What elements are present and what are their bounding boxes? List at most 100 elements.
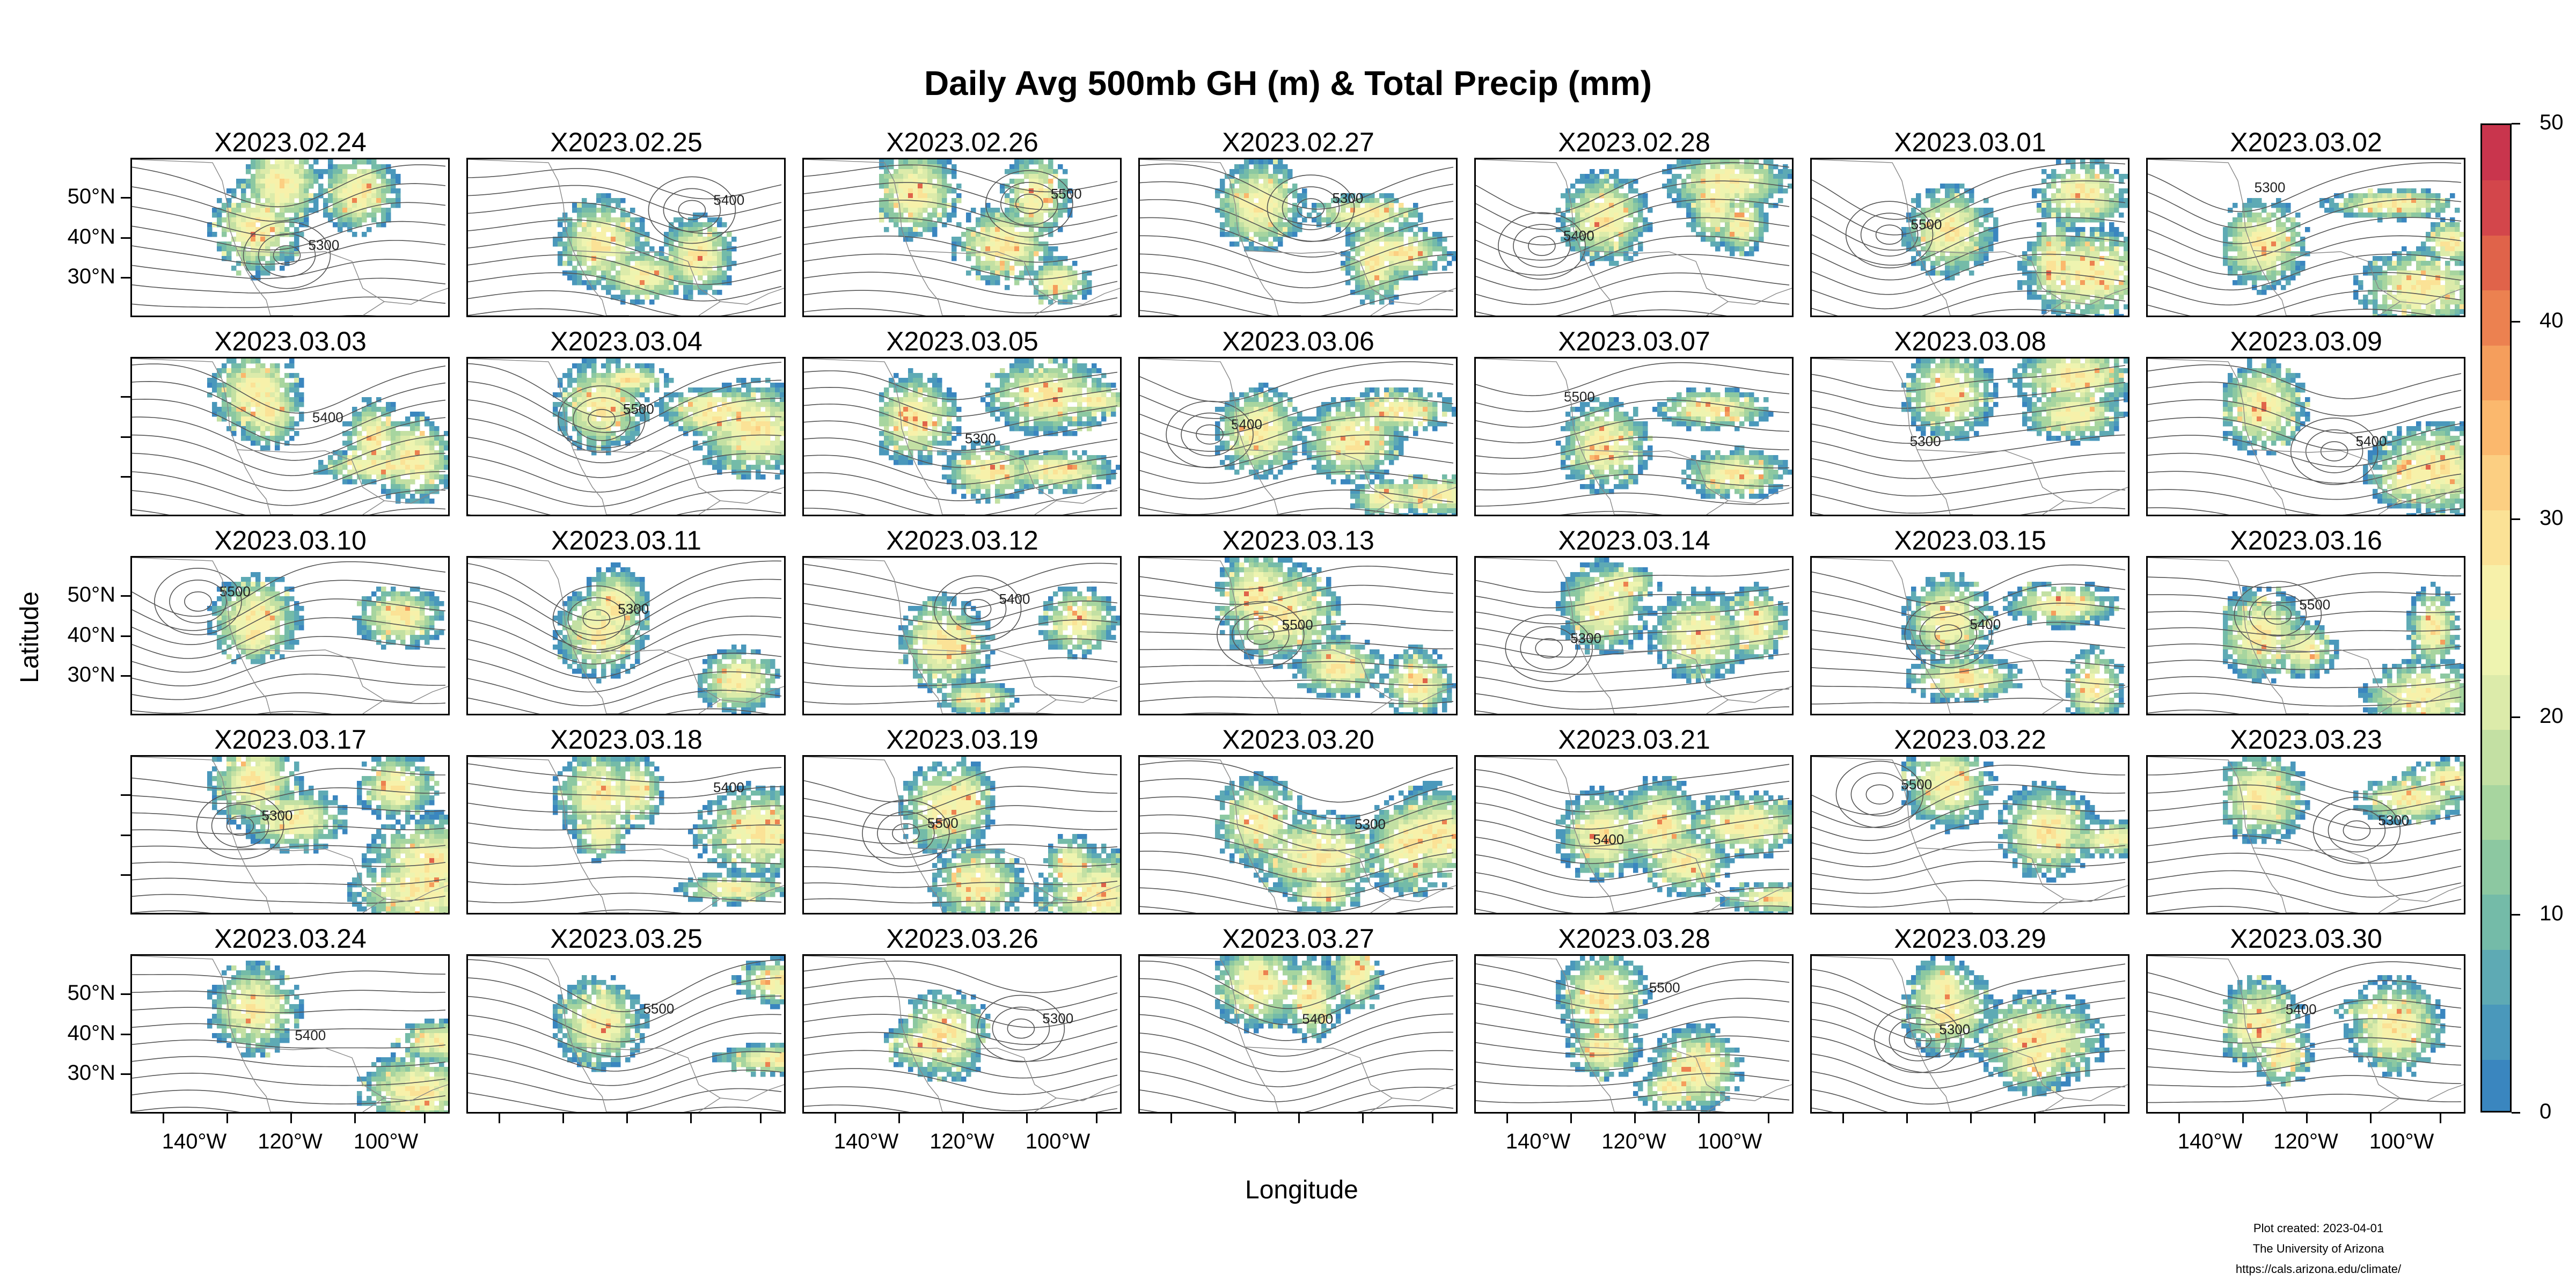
coastline (804, 159, 1120, 316)
gh-contour-line (1140, 398, 1454, 436)
coastline (1140, 358, 1456, 515)
gh-contours: 5300 (804, 961, 1118, 1112)
gh-contour-line (1476, 380, 1790, 412)
contour-label: 5300 (1910, 433, 1941, 449)
gh-contour-line (804, 694, 1118, 705)
gh-contour-line (468, 783, 782, 799)
gh-contour-line (132, 1007, 446, 1013)
x-tick (1768, 1114, 1770, 1123)
colorbar-step (2482, 455, 2510, 510)
gh-contour-line (1140, 661, 1454, 668)
gh-contour-line (1812, 896, 2126, 908)
gh-contour-line (468, 1051, 782, 1086)
gh-contour-closed-low (582, 609, 611, 630)
y-tick (121, 993, 130, 996)
x-tick-label: 140°W (141, 1130, 248, 1154)
gh-contour-line (1140, 471, 1454, 500)
x-tick-label: 120°W (237, 1130, 344, 1154)
gh-contours: 5500 (804, 164, 1118, 316)
gh-contour-line (468, 653, 782, 693)
coastline (804, 558, 1120, 714)
source-url[interactable]: https://cals.arizona.edu/climate/ (2157, 1259, 2479, 1279)
gh-contour-line (1476, 162, 1790, 215)
gh-contour-line (804, 766, 1118, 802)
gh-contour-line (132, 1107, 240, 1112)
contour-label: 5300 (262, 808, 293, 824)
gh-contour-closed-low (1889, 1017, 1947, 1062)
gh-contour-line (1180, 712, 1255, 714)
gh-contours: 5500 (1476, 960, 1790, 1112)
map-panel: 5300 (2146, 158, 2465, 317)
gh-contour-line (1476, 688, 1790, 710)
y-tick-label: 30°N (40, 663, 115, 687)
gh-contour-line (468, 597, 782, 650)
precip-field (2223, 975, 2446, 1087)
gh-contour-line (132, 636, 446, 673)
x-tick (1970, 1114, 1972, 1123)
precip-field (1556, 558, 1788, 684)
map-canvas: 5300 (1812, 956, 2128, 1112)
y-tick-label: 40°N (40, 225, 115, 249)
map-canvas: 5400 (1812, 558, 2128, 714)
gh-contour-line (1140, 217, 1454, 258)
gh-contour-line (1812, 434, 2126, 462)
coastline (1476, 358, 1792, 515)
gh-contour-line (804, 164, 1118, 193)
gh-contour-line (1476, 998, 1790, 1026)
coastline (2148, 358, 2464, 515)
contour-label: 5400 (2286, 1001, 2317, 1018)
coastline (1476, 159, 1792, 316)
gh-contour-line (468, 1070, 782, 1101)
map-panel: 5500 (466, 357, 786, 516)
country-border (2252, 648, 2401, 700)
gh-contour-line (804, 786, 1118, 816)
x-axis-label: Longitude (1245, 1175, 1358, 1205)
gh-contour-line (468, 254, 782, 285)
contour-label: 5500 (623, 401, 654, 417)
coastline (1476, 956, 1792, 1112)
country-border (1245, 648, 1393, 700)
gh-contours: 5400 (1140, 960, 1454, 1112)
gh-contour-line (1140, 290, 1454, 316)
gh-contour-line (468, 272, 782, 302)
map-canvas: 5400 (2148, 956, 2464, 1112)
gh-contour-line (804, 897, 1118, 904)
gh-contour-line (132, 296, 446, 308)
gh-contour-line (468, 690, 782, 714)
panel-title: X2023.02.26 (801, 129, 1123, 156)
precip-field (1901, 358, 2128, 446)
gh-contour-line (132, 845, 446, 851)
precip-field (2223, 582, 2464, 714)
x-tick (2033, 1114, 2036, 1123)
panel-title: X2023.03.11 (465, 527, 787, 554)
country-border (1245, 847, 1393, 899)
gh-contour-line (2148, 999, 2462, 1029)
gh-contour-line (1476, 815, 1790, 847)
gh-contour-line (257, 711, 332, 714)
gh-contour-closed-low (1505, 614, 1593, 682)
x-tick (760, 1114, 762, 1123)
map-panel: 5300 (1810, 954, 2129, 1114)
y-tick (121, 834, 130, 836)
contour-label: 5500 (1564, 389, 1595, 405)
gh-contour-line (1140, 623, 1453, 635)
colorbar-step (2482, 894, 2510, 950)
gh-contour-line (1812, 399, 2126, 427)
coastline (468, 956, 784, 1112)
gh-contour-line (132, 1072, 446, 1086)
gh-contour-line (1140, 1013, 1454, 1057)
gh-contour-line (468, 996, 781, 1043)
gh-contour-closed-low (1845, 201, 1934, 268)
gh-contours: 5300 (132, 164, 446, 316)
gh-contour-closed-low (1015, 194, 1043, 214)
x-tick (1634, 1114, 1636, 1123)
coastline (468, 757, 784, 913)
panel-title: X2023.03.04 (465, 328, 787, 355)
contour-label: 5500 (1282, 617, 1313, 633)
map-canvas: 5400 (468, 757, 784, 913)
gh-contour-line (132, 240, 446, 265)
panel-title: X2023.03.27 (1137, 925, 1459, 952)
y-tick (121, 794, 130, 796)
gh-contour-line (1476, 636, 1790, 658)
gh-contour-line (2148, 818, 2462, 847)
